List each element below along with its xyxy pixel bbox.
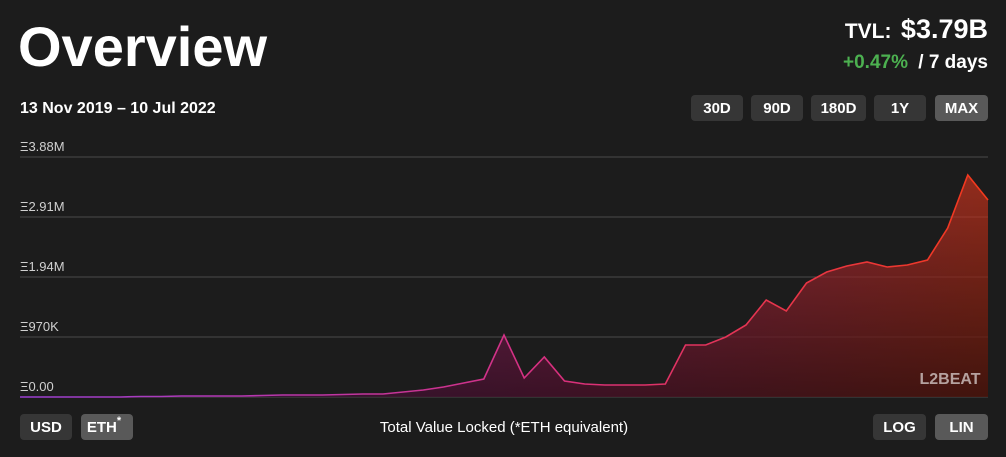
- tvl-label: TVL:: [845, 20, 892, 43]
- button-label: 30D: [703, 100, 731, 117]
- button[interactable]: 90D: [751, 95, 803, 121]
- button[interactable]: ETH*: [81, 414, 133, 440]
- button-label: 180D: [821, 100, 857, 117]
- button-text: 30D: [703, 100, 731, 117]
- change-value: +0.47%: [843, 52, 908, 73]
- button-label: LIN: [949, 419, 973, 436]
- button[interactable]: MAX: [935, 95, 988, 121]
- button-bg: [691, 95, 743, 121]
- button-label: 90D: [763, 100, 791, 117]
- button-bg: [20, 414, 72, 440]
- button-text: ETH: [87, 419, 117, 436]
- watermark: L2BEAT: [919, 371, 980, 388]
- button-label: ETH*: [87, 415, 122, 436]
- button-text: LIN: [949, 419, 973, 436]
- button-text: USD: [30, 419, 62, 436]
- y-tick-label: Ξ970K: [20, 319, 59, 334]
- chart-caption: Total Value Locked (*ETH equivalent): [380, 419, 628, 436]
- button-sup: *: [117, 415, 122, 427]
- button-bg: [873, 414, 926, 440]
- buttons: 30D 90D 180D 1Y MAX USD ETH* LOG LIN: [20, 95, 988, 440]
- button-label: USD: [30, 419, 62, 436]
- button-bg: [751, 95, 803, 121]
- button-bg: [935, 414, 988, 440]
- line: [20, 173, 989, 398]
- button-bg: [811, 95, 866, 121]
- area-shade: [20, 175, 988, 397]
- button[interactable]: 1Y: [874, 95, 926, 121]
- button-text: 1Y: [891, 100, 909, 117]
- button-bg: [81, 414, 133, 440]
- button-text: 90D: [763, 100, 791, 117]
- button-bg: [935, 95, 988, 121]
- button[interactable]: LOG: [873, 414, 926, 440]
- change: +0.47% / 7 days: [843, 52, 988, 73]
- button-text: LOG: [883, 419, 916, 436]
- chart: Ξ0.00 Ξ970K Ξ1.94M Ξ2.91M Ξ3.88M L2BEAT: [20, 139, 989, 398]
- change-period: / 7 days: [918, 52, 988, 73]
- y-tick-label: Ξ2.91M: [20, 199, 65, 214]
- button-text: 180D: [821, 100, 857, 117]
- tvl: TVL: $3.79B: [845, 14, 988, 44]
- button-label: MAX: [945, 100, 978, 117]
- button[interactable]: USD: [20, 414, 72, 440]
- tvl-value: $3.79B: [901, 14, 988, 44]
- button-label: LOG: [883, 419, 916, 436]
- y-tick-label: Ξ1.94M: [20, 259, 65, 274]
- button[interactable]: LIN: [935, 414, 988, 440]
- button-bg: [874, 95, 926, 121]
- date-range: 13 Nov 2019 – 10 Jul 2022: [20, 100, 216, 117]
- button[interactable]: 30D: [691, 95, 743, 121]
- button-label: 1Y: [891, 100, 909, 117]
- button[interactable]: 180D: [811, 95, 866, 121]
- page-title: Overview: [18, 15, 267, 78]
- button-text: MAX: [945, 100, 978, 117]
- y-tick-label: Ξ3.88M: [20, 139, 65, 154]
- y-tick-label: Ξ0.00: [20, 379, 54, 394]
